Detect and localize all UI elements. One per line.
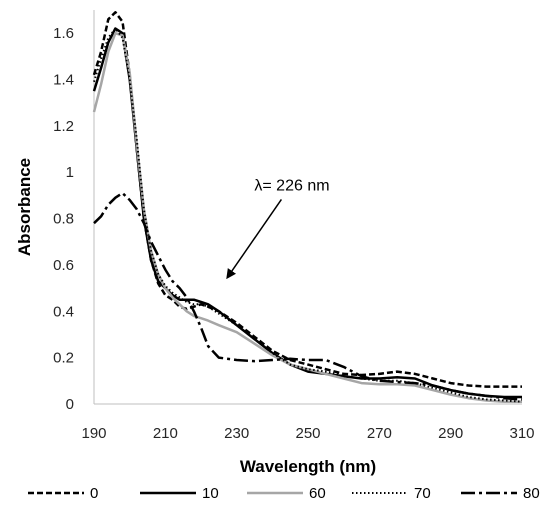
legend: 0 10 60 70 80 [28,485,540,502]
y-tick-label: 1.6 [53,25,74,42]
series-line-0 [92,11,522,388]
x-tick-label: 290 [438,425,463,442]
y-tick-label: 1 [66,164,74,181]
y-tick-label: 0.8 [53,211,74,228]
legend-label-70: 70 [414,485,431,502]
annotation-arrow [226,199,283,280]
y-tick-label: 0.6 [53,257,74,274]
y-tick-labels: 0 0.2 0.4 0.6 0.8 1 1.2 1.4 1.6 [53,25,74,413]
y-tick-label: 1.4 [53,72,74,89]
series-line-80 [93,191,523,401]
series-line-70 [93,27,523,403]
annotation-label: λ= 226 nm [254,177,329,194]
legend-label-60: 60 [309,485,326,502]
x-tick-label: 210 [153,425,178,442]
x-tick-label: 190 [81,425,106,442]
x-tick-label: 230 [224,425,249,442]
y-tick-label: 0 [66,396,74,413]
legend-label-80: 80 [523,485,540,502]
legend-label-10: 10 [202,485,219,502]
y-tick-label: 0.4 [53,303,74,320]
y-tick-label: 0.2 [53,350,74,367]
x-tick-labels: 190 210 230 250 270 290 310 [81,425,534,442]
series-line-60 [92,31,522,403]
legend-label-0: 0 [90,485,98,502]
series-line-10 [92,27,522,399]
x-tick-label: 310 [509,425,534,442]
series-lines [92,11,523,403]
x-tick-label: 270 [367,425,392,442]
x-tick-label: 250 [295,425,320,442]
plot-area: 0 0.2 0.4 0.6 0.8 1 1.2 1.4 1.6 190 210 230 250 270 2… [53,10,535,442]
y-tick-label: 1.2 [53,118,74,135]
x-axis-title: Wavelength (nm) [240,457,376,476]
y-axis-title: Absorbance [15,158,34,256]
